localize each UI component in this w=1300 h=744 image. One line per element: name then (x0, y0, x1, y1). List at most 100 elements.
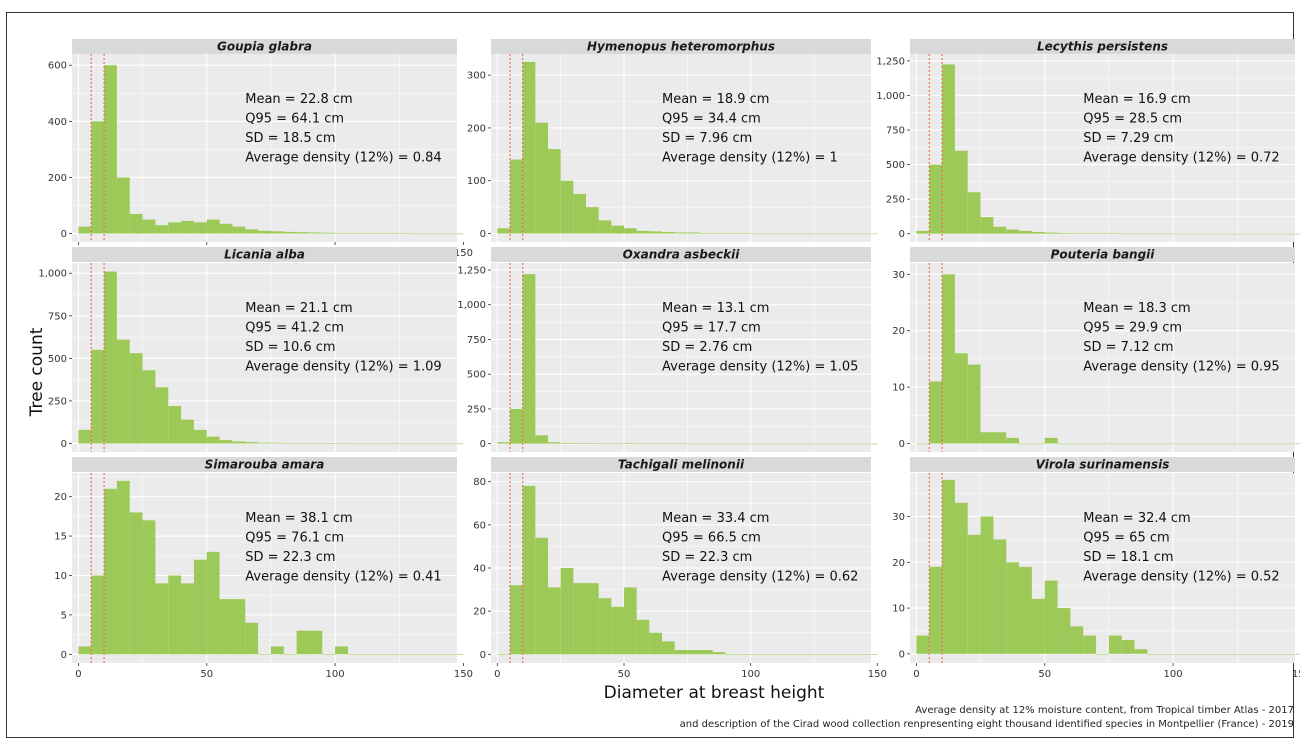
x-tick-label: 50 (1038, 669, 1051, 680)
y-tick-label: 40 (473, 564, 486, 575)
histogram-bar (424, 654, 438, 655)
x-tick-label: 100 (326, 669, 345, 680)
histogram-bar (611, 606, 624, 655)
histogram-bar (1237, 233, 1251, 235)
histogram-bar (270, 646, 284, 655)
histogram-bar (674, 443, 688, 445)
histogram-bar (1173, 443, 1186, 445)
histogram-bar (347, 233, 361, 234)
histogram-bar (116, 480, 130, 655)
histogram-bar (373, 443, 387, 445)
histogram-bar (1108, 233, 1122, 235)
stat-annotation: SD = 10.6 cm (245, 340, 335, 355)
histogram-bar (1160, 233, 1174, 235)
histogram-bar (649, 231, 662, 234)
stat-annotation: Q95 = 66.5 cm (662, 531, 761, 546)
x-tick-label: 100 (741, 669, 760, 680)
histogram-bar (1288, 653, 1300, 655)
histogram-bar (142, 370, 156, 444)
histogram-bar (142, 219, 156, 234)
histogram-bar (980, 217, 994, 234)
histogram-bar (1070, 443, 1084, 445)
stat-annotation: Q95 = 34.4 cm (662, 112, 761, 127)
histogram-bar (980, 432, 994, 444)
histogram-bar (219, 440, 233, 444)
histogram-bar (573, 443, 586, 444)
histogram-bar (649, 632, 662, 655)
histogram-bar (232, 599, 246, 655)
histogram-bar (129, 512, 143, 655)
histogram-bar (1173, 653, 1186, 655)
histogram-bar (1250, 233, 1263, 235)
histogram-bar (814, 443, 827, 445)
y-tick-label: 1,250 (457, 265, 486, 276)
stat-annotation: SD = 7.96 cm (662, 131, 752, 146)
histogram-bar (750, 233, 764, 235)
histogram-bar (283, 231, 297, 234)
histogram-bar (1134, 233, 1148, 235)
histogram-bar (687, 650, 700, 655)
histogram-bar (560, 568, 574, 655)
stat-annotation: Average density (12%) = 0.84 (245, 151, 441, 166)
histogram-bar (1160, 653, 1174, 655)
histogram-bar (510, 585, 523, 655)
histogram-bar (258, 230, 271, 234)
histogram-bar (181, 220, 194, 234)
histogram-bar (412, 654, 425, 655)
histogram-bar (450, 443, 464, 445)
histogram-bar (573, 193, 586, 234)
histogram-bar (916, 635, 930, 654)
histogram-bar (270, 231, 284, 234)
histogram-bar (814, 233, 827, 235)
y-tick-label: 0 (61, 439, 67, 450)
y-tick-label: 1,000 (457, 300, 486, 311)
stat-annotation: SD = 22.3 cm (662, 550, 752, 565)
histogram-bar (1031, 443, 1045, 445)
histogram-bar (839, 654, 852, 655)
histogram-bar (852, 233, 865, 235)
histogram-bar (662, 231, 675, 234)
histogram-bar (522, 274, 536, 444)
histogram-bar (750, 443, 764, 445)
panel-title: Simarouba amara (205, 458, 325, 472)
histogram-bar (700, 650, 713, 655)
histogram-bar (142, 520, 156, 655)
histogram-bar (1083, 233, 1097, 234)
histogram-bar (1134, 649, 1148, 654)
histogram-bar (548, 442, 561, 444)
histogram-bar (1275, 233, 1289, 235)
histogram-bar (1198, 233, 1212, 235)
histogram-bar (839, 233, 852, 235)
histogram-bar (450, 233, 464, 235)
histogram-bar (700, 233, 713, 234)
panel-background (72, 54, 457, 242)
y-tick-label: 0 (899, 439, 905, 450)
histogram-bar (206, 219, 220, 234)
histogram-bar (1044, 232, 1058, 234)
histogram-bar (193, 559, 207, 655)
histogram-bar (586, 207, 599, 234)
histogram-bar (386, 443, 400, 445)
histogram-bar (1250, 443, 1263, 445)
histogram-bar (522, 61, 536, 234)
histogram-bar (801, 443, 814, 445)
histogram-bar (738, 443, 751, 445)
histogram-bar (788, 233, 802, 235)
x-tick-label: 150 (454, 669, 473, 680)
histogram-bar (78, 226, 92, 234)
histogram-bar (1057, 233, 1071, 234)
histogram-bar (412, 233, 425, 235)
histogram-bar (1019, 566, 1032, 654)
histogram-bar (1083, 443, 1097, 445)
histogram-bar (219, 223, 233, 234)
caption-line-1: Average density at 12% moisture content,… (915, 705, 1294, 716)
histogram-bar (1006, 437, 1020, 444)
histogram-bar (929, 566, 943, 654)
x-tick-label: 0 (75, 669, 81, 680)
histogram-bar (624, 442, 637, 444)
histogram-bar (598, 443, 612, 445)
x-tick-label: 0 (494, 669, 500, 680)
histogram-bar (360, 654, 374, 655)
y-tick-label: 250 (467, 404, 486, 415)
histogram-bar (763, 443, 776, 445)
